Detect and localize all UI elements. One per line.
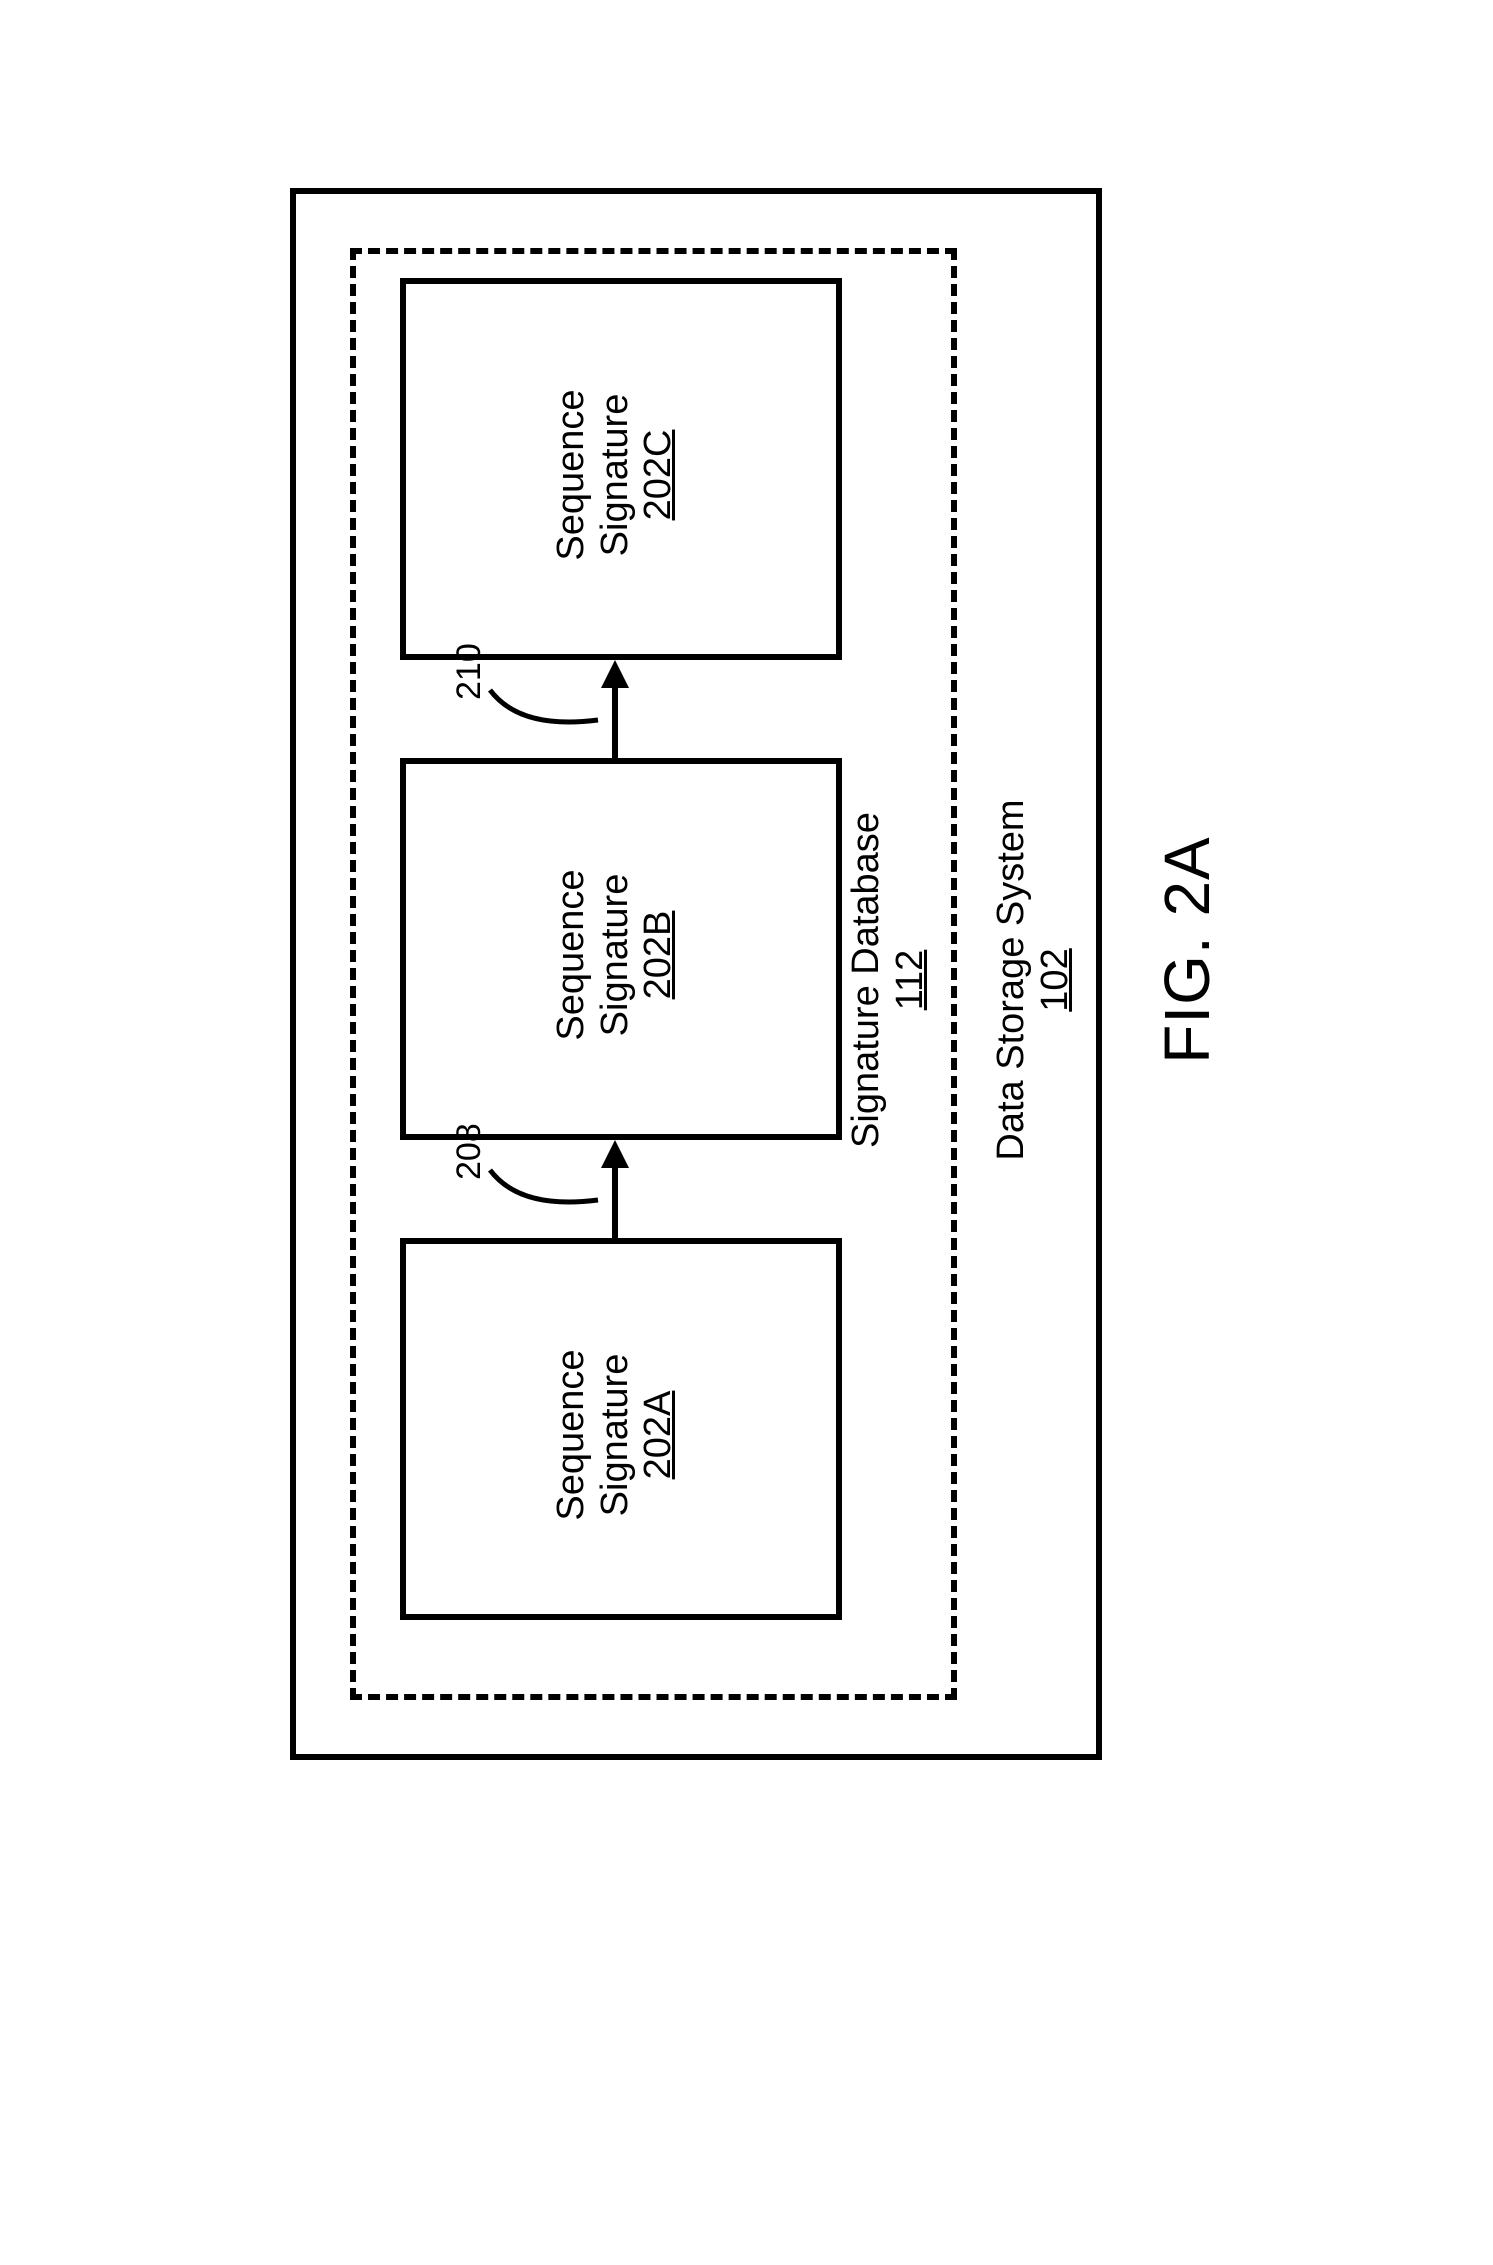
arrow-210-ref: 210 — [450, 643, 489, 700]
node-202a-line2: Signature — [594, 1250, 638, 1620]
figure-label: FIG. 2A — [1150, 0, 1224, 1900]
arrow-208 — [595, 1130, 655, 1250]
arrow-210-leader — [480, 680, 600, 760]
rotated-stage: Data Storage System 102 Signature Databa… — [150, 0, 1350, 1900]
node-202c-line2: Signature — [594, 290, 638, 660]
data-storage-system-title: Data Storage System — [990, 200, 1034, 1760]
node-202a-line1: Sequence — [550, 1250, 594, 1620]
diagram-canvas: Data Storage System 102 Signature Databa… — [0, 0, 1493, 2265]
sequence-signature-202c-label: Sequence Signature 202C — [550, 290, 681, 660]
signature-database-label: Signature Database 112 — [845, 260, 932, 1700]
signature-database-ref: 112 — [889, 260, 933, 1700]
node-202c-line1: Sequence — [550, 290, 594, 660]
node-202b-line1: Sequence — [550, 770, 594, 1140]
node-202c-ref: 202C — [637, 290, 681, 660]
arrow-208-ref: 208 — [450, 1123, 489, 1180]
node-202b-line2: Signature — [594, 770, 638, 1140]
arrow-210 — [595, 650, 655, 770]
signature-database-title: Signature Database — [845, 260, 889, 1700]
data-storage-system-label: Data Storage System 102 — [990, 200, 1077, 1760]
sequence-signature-202b-label: Sequence Signature 202B — [550, 770, 681, 1140]
node-202a-ref: 202A — [637, 1250, 681, 1620]
node-202b-ref: 202B — [637, 770, 681, 1140]
data-storage-system-ref: 102 — [1034, 200, 1078, 1760]
sequence-signature-202a-label: Sequence Signature 202A — [550, 1250, 681, 1620]
arrow-208-leader — [480, 1160, 600, 1240]
